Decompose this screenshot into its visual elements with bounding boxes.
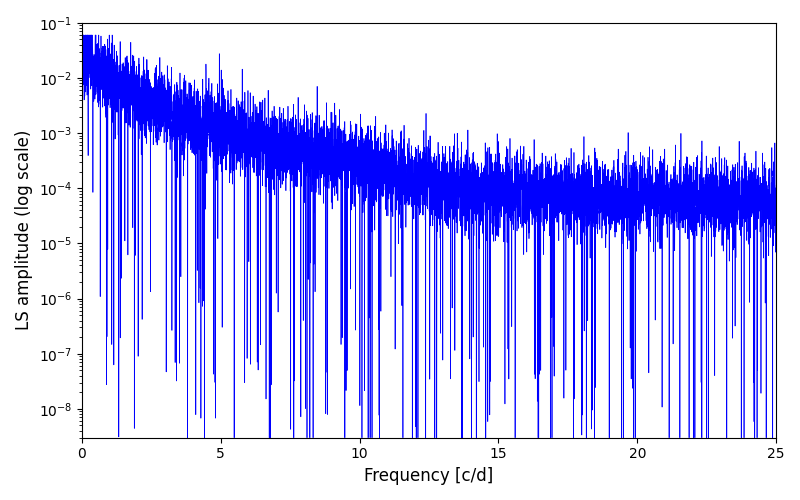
Y-axis label: LS amplitude (log scale): LS amplitude (log scale) [15,130,33,330]
X-axis label: Frequency [c/d]: Frequency [c/d] [364,467,494,485]
